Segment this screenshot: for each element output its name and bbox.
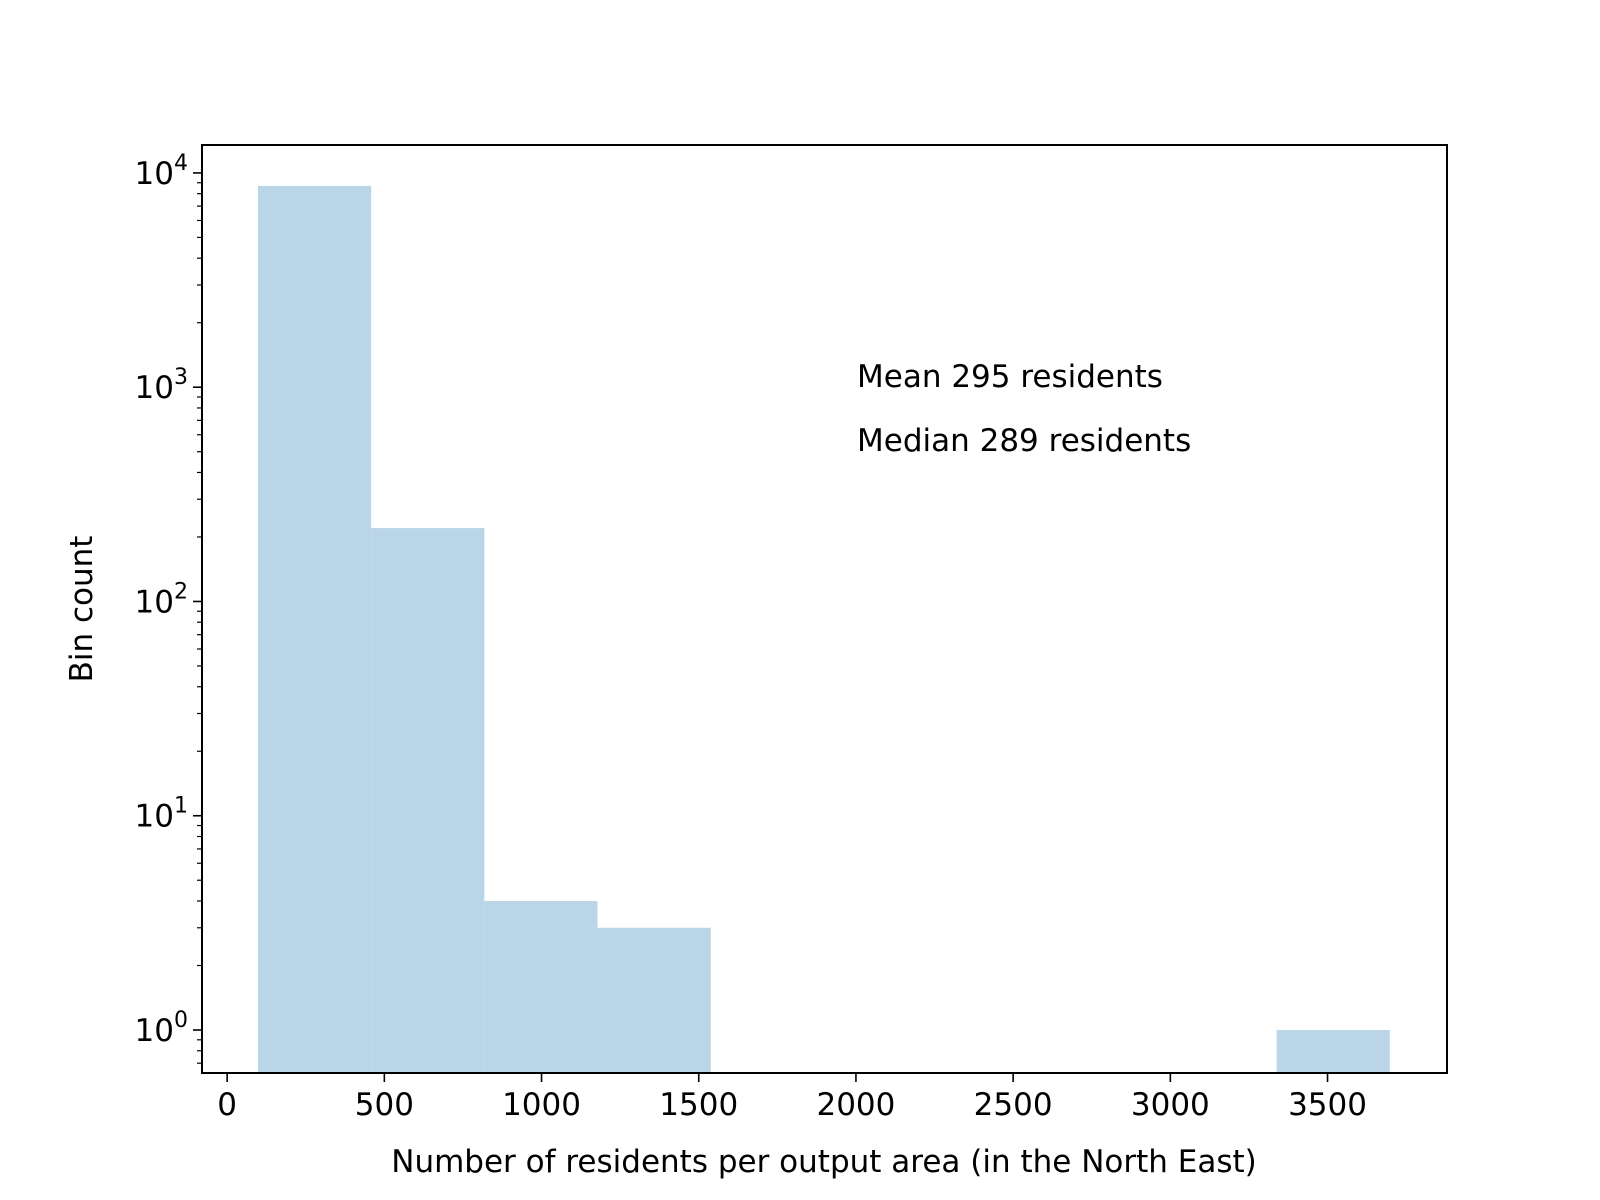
annotation-mean: Mean 295 residents <box>857 359 1163 395</box>
histogram-bar-1 <box>371 528 485 1073</box>
y-axis-label: Bin count <box>64 536 100 683</box>
histogram-bar-4 <box>1276 1030 1390 1073</box>
x-tick-label: 3500 <box>1288 1087 1367 1123</box>
histogram-bar-3 <box>597 927 711 1073</box>
x-axis-label: Number of residents per output area (in … <box>391 1144 1257 1180</box>
x-tick-label: 1000 <box>502 1087 581 1123</box>
x-tick-label: 3000 <box>1131 1087 1210 1123</box>
x-tick-label: 2000 <box>816 1087 895 1123</box>
y-tick-label: 103 <box>135 365 188 406</box>
ticks-layer: 0 500 1000 1500 2000 2500 3000 3500 100 101 102 103… <box>135 151 1367 1123</box>
annotation-median: Median 289 residents <box>857 423 1191 459</box>
y-tick-label: 101 <box>135 794 188 835</box>
x-tick-label: 2500 <box>974 1087 1053 1123</box>
histogram-bar-2 <box>484 901 598 1073</box>
x-tick-label: 0 <box>217 1087 237 1123</box>
bars-layer <box>257 185 1390 1073</box>
y-tick-label: 100 <box>135 1008 188 1049</box>
y-tick-label: 102 <box>135 579 188 620</box>
plot-frame <box>201 144 1448 1074</box>
x-tick-label: 1500 <box>659 1087 738 1123</box>
histogram-bar-0 <box>257 185 372 1073</box>
x-tick-label: 500 <box>355 1087 414 1123</box>
y-tick-label: 104 <box>135 151 188 192</box>
